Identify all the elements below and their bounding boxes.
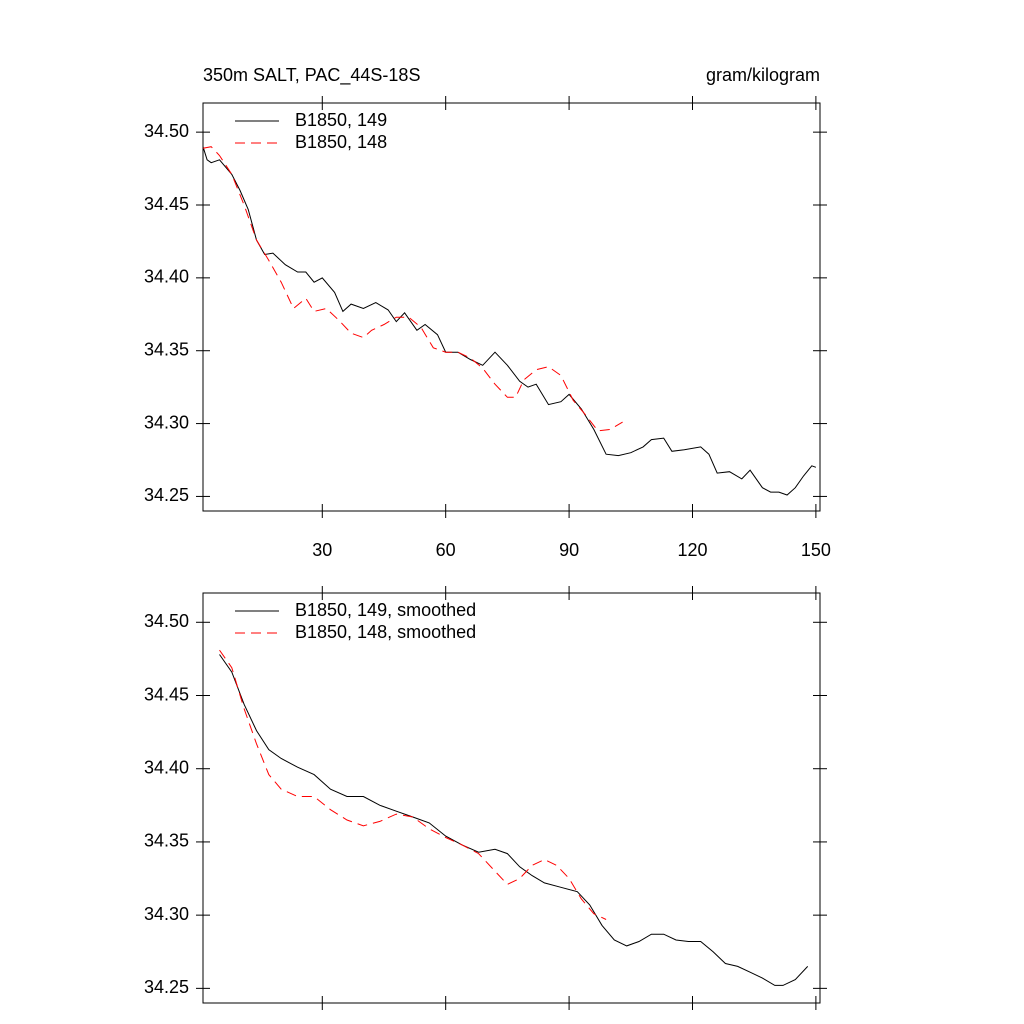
units-label: gram/kilogram bbox=[706, 65, 820, 85]
data-line bbox=[202, 146, 623, 432]
data-line bbox=[202, 146, 817, 496]
y-tick-label: 34.50 bbox=[144, 121, 189, 141]
x-tick-label: 30 bbox=[312, 540, 332, 560]
legend-label: B1850, 148 bbox=[295, 132, 387, 152]
y-tick-label: 34.45 bbox=[144, 194, 189, 214]
x-tick-label: 120 bbox=[677, 540, 707, 560]
y-tick-label: 34.35 bbox=[144, 339, 189, 359]
y-tick-label: 34.40 bbox=[144, 757, 189, 777]
y-tick-label: 34.25 bbox=[144, 977, 189, 997]
plot-frame bbox=[202, 102, 821, 512]
data-line bbox=[219, 649, 607, 920]
x-tick-label: 150 bbox=[801, 540, 831, 560]
legend-label: B1850, 148, smoothed bbox=[295, 622, 476, 642]
y-tick-label: 34.30 bbox=[144, 412, 189, 432]
y-tick-label: 34.45 bbox=[144, 684, 189, 704]
x-tick-label: 90 bbox=[559, 540, 579, 560]
y-tick-label: 34.25 bbox=[144, 485, 189, 505]
legend-label: B1850, 149 bbox=[295, 110, 387, 130]
y-tick-label: 34.30 bbox=[144, 904, 189, 924]
y-tick-label: 34.50 bbox=[144, 611, 189, 631]
x-tick-label: 60 bbox=[436, 540, 456, 560]
plot-frame bbox=[202, 592, 821, 1004]
chart-title: 350m SALT, PAC_44S-18S bbox=[203, 65, 420, 86]
data-line bbox=[219, 654, 809, 986]
legend-label: B1850, 149, smoothed bbox=[295, 600, 476, 620]
y-tick-label: 34.35 bbox=[144, 831, 189, 851]
y-tick-label: 34.40 bbox=[144, 267, 189, 287]
